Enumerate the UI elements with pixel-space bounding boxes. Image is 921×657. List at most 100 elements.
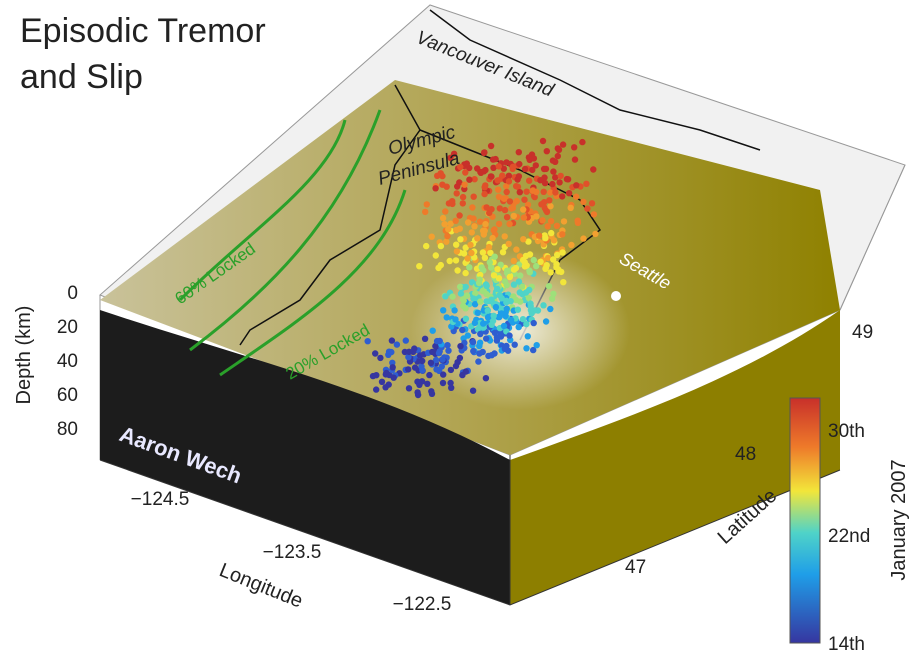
tremor-dot [505, 178, 513, 185]
tremor-dot [559, 249, 566, 256]
tremor-dot [471, 176, 478, 183]
tremor-dot [457, 290, 465, 297]
tremor-dot [477, 298, 484, 305]
tremor-dot [445, 226, 452, 233]
tremor-dot [464, 255, 471, 262]
tremor-dot [460, 250, 468, 257]
tremor-dot [580, 235, 587, 242]
tremor-dot [489, 234, 496, 242]
tremor-dot [496, 291, 503, 299]
tremor-dot [499, 249, 507, 256]
tremor-dot [555, 146, 563, 153]
tremor-dot [537, 258, 544, 265]
tremor-dot [480, 168, 488, 175]
tremor-dot [470, 347, 477, 355]
tremor-dot [510, 257, 517, 265]
tremor-dot [501, 206, 509, 214]
tremor-dot [507, 316, 515, 324]
tremor-dot [526, 267, 533, 274]
tremor-dot [475, 279, 483, 287]
tremor-dot [480, 320, 487, 327]
tremor-dot [513, 183, 520, 190]
tremor-dot [500, 165, 507, 172]
tremor-dot [382, 371, 389, 378]
tremor-dot [490, 272, 498, 279]
tremor-dot [483, 204, 490, 211]
tremor-dot [456, 225, 463, 232]
tremor-dot [557, 172, 564, 180]
tick-label: 48 [735, 444, 756, 465]
tremor-dot [372, 350, 379, 357]
tremor-dot [590, 211, 598, 218]
tremor-dot [501, 195, 508, 202]
tremor-dot [484, 307, 491, 314]
tremor-dot [378, 378, 386, 385]
tremor-dot [454, 267, 461, 274]
tremor-dot [405, 353, 412, 361]
tremor-dot [497, 261, 504, 268]
tremor-dot [546, 197, 553, 204]
tick-label: 47 [625, 557, 646, 578]
tremor-dot [495, 275, 503, 282]
tremor-dot [429, 327, 436, 334]
tremor-dot [429, 348, 436, 356]
tremor-dot [488, 321, 495, 328]
tremor-dot [501, 233, 508, 240]
tremor-dot [468, 249, 475, 257]
tremor-dot [411, 345, 418, 352]
tremor-dot [555, 268, 562, 275]
tremor-dot [482, 221, 489, 228]
tremor-dot [515, 323, 522, 331]
tremor-dot [554, 152, 561, 160]
tremor-dot [527, 303, 534, 310]
tremor-dot [543, 148, 550, 155]
tremor-dot [494, 285, 501, 292]
tremor-dot [470, 295, 477, 302]
tremor-dot [490, 227, 497, 234]
tremor-dot [453, 248, 461, 255]
tick-label: −123.5 [263, 542, 322, 563]
tremor-dot [444, 342, 451, 349]
tremor-dot [471, 301, 479, 308]
axis-label: Depth (km) [13, 306, 35, 405]
tremor-dot [511, 341, 518, 348]
tremor-dot [533, 262, 540, 270]
tremor-dot [525, 238, 532, 245]
tremor-dot [446, 257, 453, 265]
tremor-dot [364, 338, 371, 345]
tremor-dot [373, 386, 380, 393]
tremor-dot [553, 222, 561, 229]
tremor-dot [526, 177, 533, 184]
tremor-dot [506, 273, 514, 281]
tremor-dot [497, 333, 505, 340]
tremor-dot [440, 307, 447, 314]
tremor-dot [525, 154, 533, 161]
tremor-dot [510, 293, 517, 300]
tremor-dot [550, 237, 558, 244]
tick-label: −124.5 [131, 489, 190, 510]
tremor-dot [506, 220, 513, 228]
tremor-dot [523, 320, 530, 328]
tremor-dot [468, 279, 476, 286]
tremor-dot [424, 380, 431, 387]
tremor-dot [476, 218, 484, 225]
tick-label: −122.5 [393, 594, 452, 615]
tremor-dot [414, 389, 421, 396]
tremor-dot [538, 201, 545, 208]
tremor-dot [426, 371, 433, 379]
tremor-dot [416, 263, 423, 270]
tremor-dot [442, 208, 449, 215]
tremor-dot [550, 168, 557, 175]
tremor-dot [459, 193, 467, 201]
coastline [429, 9, 761, 151]
tremor-dot [436, 348, 443, 355]
tick-label: 80 [57, 419, 78, 440]
tremor-dot [559, 193, 566, 200]
tremor-dot [385, 381, 392, 388]
tremor-dot [512, 264, 520, 272]
tremor-dot [443, 314, 450, 321]
tremor-dot [439, 356, 446, 363]
tremor-dot [554, 251, 561, 259]
tremor-dot [530, 346, 537, 354]
tremor-dot [456, 212, 463, 219]
